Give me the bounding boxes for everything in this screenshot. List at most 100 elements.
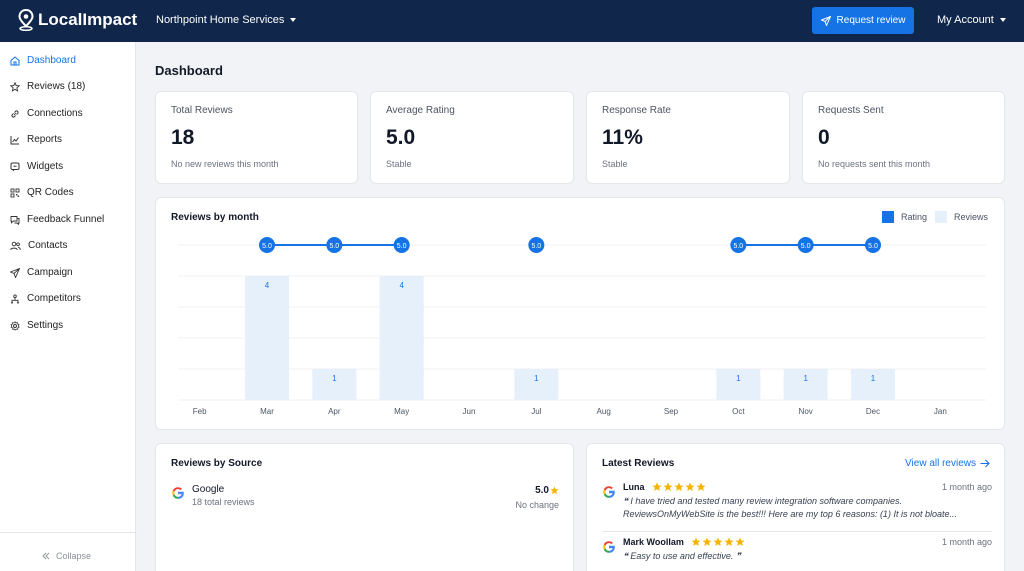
google-icon — [172, 487, 184, 499]
sidebar-item-label: QR Codes — [27, 187, 74, 198]
latest-reviews-card: Latest Reviews View all reviews Luna 1 m… — [586, 443, 1005, 571]
sidebar-item-qr-codes[interactable]: QR Codes — [10, 187, 74, 198]
sidebar-item-reports[interactable]: Reports — [10, 134, 62, 145]
request-review-button[interactable]: Request review — [812, 7, 914, 34]
arrow-right-icon — [980, 459, 990, 468]
x-tick-label: Jul — [531, 407, 541, 416]
contacts-icon — [10, 241, 21, 250]
stat-label: Total Reviews — [171, 105, 233, 116]
page-title: Dashboard — [155, 63, 223, 78]
star-icon — [10, 81, 20, 92]
legend-reviews[interactable]: Reviews — [935, 211, 988, 223]
account-menu[interactable]: My Account — [937, 14, 1006, 26]
review-time: 1 month ago — [941, 482, 992, 492]
star-icon — [685, 482, 694, 491]
rating-label: 5.0 — [733, 243, 743, 250]
card-title: Latest Reviews — [602, 458, 675, 469]
app-name: LocalImpact — [38, 10, 138, 29]
sidebar-item-campaign[interactable]: Campaign — [10, 267, 73, 278]
sidebar-item-label: Widgets — [27, 161, 64, 172]
org-name: Northpoint Home Services — [156, 14, 285, 26]
x-tick-label: Sep — [664, 407, 679, 416]
map-pin-icon — [18, 9, 34, 31]
x-tick-label: Dec — [866, 407, 880, 416]
legend-label: Reviews — [954, 212, 989, 222]
sidebar-item-contacts[interactable]: Contacts — [10, 240, 67, 251]
sidebar-item-dashboard[interactable]: Dashboard — [10, 55, 76, 66]
card-title: Reviews by Source — [171, 458, 263, 469]
rating-point — [797, 237, 814, 253]
review-item[interactable]: Mark Woollam 1 month ago ❝ Easy to use a… — [602, 537, 992, 567]
sidebar-item-label: Competitors — [27, 293, 81, 304]
chevron-down-icon — [290, 18, 297, 22]
x-tick-label: May — [394, 407, 409, 416]
x-tick-label: Oct — [732, 407, 745, 416]
divider — [0, 532, 136, 533]
review-text: ❝ I have tried and tested many review in… — [623, 496, 957, 519]
view-all-reviews-link[interactable]: View all reviews — [905, 458, 990, 469]
bar-label: 1 — [736, 374, 741, 383]
chart-title: Reviews by month — [171, 212, 259, 223]
org-selector[interactable]: Northpoint Home Services — [156, 14, 297, 26]
sidebar-item-label: Reports — [27, 134, 63, 145]
stat-subtext: No new reviews this month — [171, 159, 279, 169]
bar — [514, 369, 559, 400]
reviewer-name: Mark Woollam — [623, 537, 746, 547]
bar — [312, 369, 357, 400]
bar-label: 1 — [871, 374, 876, 383]
bar — [379, 276, 424, 400]
review-time: 1 month ago — [941, 537, 992, 547]
x-tick-label: Jun — [463, 407, 476, 416]
sidebar-item-settings[interactable]: Settings — [10, 320, 63, 331]
source-change: No change — [515, 500, 559, 510]
divider — [602, 531, 992, 532]
star-icon — [674, 482, 683, 491]
reviews-by-source-card: Reviews by Source Google 18 total review… — [155, 443, 574, 571]
star-icon — [652, 482, 661, 491]
sidebar-item-label: Settings — [27, 320, 64, 331]
star-icon — [696, 482, 705, 491]
chart-icon — [10, 135, 19, 144]
request-review-label: Request review — [836, 15, 906, 26]
review-item[interactable]: Luna 1 month ago ❝ I have tried and test… — [602, 482, 992, 526]
reviewer-name-text: Mark Woollam — [623, 537, 684, 547]
stat-subtext: Stable — [386, 159, 412, 169]
star-rating — [691, 537, 746, 547]
x-tick-label: Aug — [597, 407, 611, 416]
bar — [783, 369, 828, 400]
sidebar-item-reviews[interactable]: Reviews (18) — [10, 81, 85, 92]
stat-subtext: Stable — [602, 159, 628, 169]
sidebar-item-label: Dashboard — [27, 55, 76, 66]
bar-label: 4 — [265, 281, 270, 290]
stat-label: Average Rating — [386, 105, 455, 116]
rating-label: 5.0 — [801, 243, 811, 250]
rating-point — [326, 237, 343, 253]
stat-label: Requests Sent — [818, 105, 884, 116]
sidebar-item-widgets[interactable]: Widgets — [10, 161, 63, 172]
stat-card-average-rating: Average Rating 5.0 Stable — [370, 91, 574, 184]
bar-label: 1 — [534, 374, 539, 383]
x-tick-label: Feb — [193, 407, 207, 416]
legend-rating[interactable]: Rating — [882, 211, 927, 223]
bar-label: 1 — [332, 374, 337, 383]
sidebar-item-competitors[interactable]: Competitors — [10, 293, 81, 304]
send-icon — [820, 15, 831, 26]
rating-point — [393, 237, 410, 253]
stat-value: 5.0 — [386, 126, 416, 149]
sidebar-item-feedback-funnel[interactable]: Feedback Funnel — [10, 214, 104, 225]
rating-point — [528, 237, 545, 253]
x-tick-label: Mar — [260, 407, 274, 416]
google-icon — [603, 486, 615, 498]
google-icon — [603, 541, 615, 553]
collapse-button[interactable]: Collapse — [42, 551, 91, 561]
rating-point — [865, 237, 881, 253]
qr-code-icon — [10, 188, 20, 197]
top-bar: LocalImpact Northpoint Home Services Req… — [0, 0, 1024, 42]
app-logo[interactable]: LocalImpact — [18, 9, 137, 31]
widget-icon — [10, 162, 20, 171]
sidebar-item-connections[interactable]: Connections — [10, 108, 83, 119]
legend-label: Rating — [901, 212, 928, 222]
reviews-by-month-card: Reviews by month Rating Reviews 4 1 4 1 1 1 1 5… — [155, 197, 1005, 430]
bar — [851, 369, 895, 400]
chevrons-left-icon — [42, 552, 50, 560]
